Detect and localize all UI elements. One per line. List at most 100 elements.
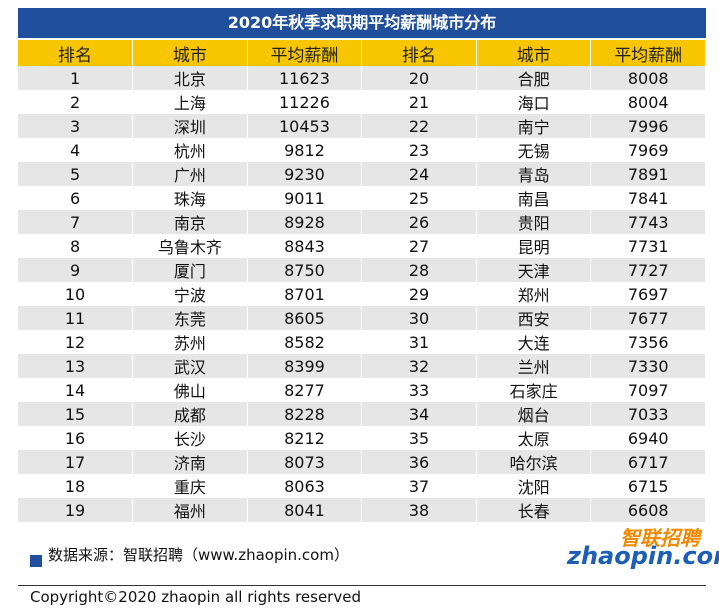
table-row: 13 武汉 8399 32 兰州 7330 — [18, 354, 706, 378]
cell: 成都 — [132, 402, 248, 426]
table-row: 6 珠海 9011 25 南昌 7841 — [18, 186, 706, 210]
cell: 29 — [361, 282, 477, 306]
cell: 8 — [18, 234, 134, 258]
cell: 大连 — [476, 330, 592, 354]
cell: 西安 — [476, 306, 592, 330]
cell: 25 — [361, 186, 477, 210]
cell: 8399 — [247, 354, 363, 378]
cell: 9230 — [247, 162, 363, 186]
source-wrap: 数据来源：智联招聘（www.zhaopin.com） — [30, 544, 349, 565]
cell: 海口 — [476, 90, 592, 114]
cell: 北京 — [132, 66, 248, 90]
cell: 7731 — [590, 234, 706, 258]
header-cell: 排名 — [361, 40, 477, 66]
cell: 26 — [361, 210, 477, 234]
cell: 30 — [361, 306, 477, 330]
cell: 苏州 — [132, 330, 248, 354]
cell: 28 — [361, 258, 477, 282]
cell: 33 — [361, 378, 477, 402]
title: 2020年秋季求职期平均薪酬城市分布 — [18, 8, 706, 38]
cell: 27 — [361, 234, 477, 258]
header-row: 排名 城市 平均薪酬 排名 城市 平均薪酬 — [18, 40, 706, 66]
table-row: 7 南京 8928 26 贵阳 7743 — [18, 210, 706, 234]
cell: 8582 — [247, 330, 363, 354]
cell: 7891 — [590, 162, 706, 186]
header-cell: 平均薪酬 — [247, 40, 363, 66]
cell: 8008 — [590, 66, 706, 90]
logo-cn: 智联招聘 — [620, 526, 700, 550]
cell: 石家庄 — [476, 378, 592, 402]
salary-table: 排名 城市 平均薪酬 排名 城市 平均薪酬 1 北京 11623 20 合肥 8008 2 上海 1122… — [18, 40, 706, 522]
cell: 广州 — [132, 162, 248, 186]
table-row: 16 长沙 8212 35 太原 6940 — [18, 426, 706, 450]
cell: 8212 — [247, 426, 363, 450]
cell: 8228 — [247, 402, 363, 426]
cell: 杭州 — [132, 138, 248, 162]
cell: 8701 — [247, 282, 363, 306]
cell: 济南 — [132, 450, 248, 474]
cell: 9812 — [247, 138, 363, 162]
cell: 7677 — [590, 306, 706, 330]
cell: 9011 — [247, 186, 363, 210]
cell: 7697 — [590, 282, 706, 306]
table-row: 8 乌鲁木齐 8843 27 昆明 7731 — [18, 234, 706, 258]
cell: 宁波 — [132, 282, 248, 306]
table-body: 1 北京 11623 20 合肥 8008 2 上海 11226 21 海口 8004 3 深圳 10453… — [18, 66, 706, 522]
cell: 深圳 — [132, 114, 248, 138]
cell: 烟台 — [476, 402, 592, 426]
table-row: 9 厦门 8750 28 天津 7727 — [18, 258, 706, 282]
table-row: 17 济南 8073 36 哈尔滨 6717 — [18, 450, 706, 474]
cell: 19 — [18, 498, 134, 522]
cell: 重庆 — [132, 474, 248, 498]
cell: 上海 — [132, 90, 248, 114]
cell: 武汉 — [132, 354, 248, 378]
cell: 32 — [361, 354, 477, 378]
cell: 6608 — [590, 498, 706, 522]
cell: 太原 — [476, 426, 592, 450]
cell: 福州 — [132, 498, 248, 522]
header-cell: 平均薪酬 — [590, 40, 706, 66]
cell: 12 — [18, 330, 134, 354]
cell: 17 — [18, 450, 134, 474]
cell: 7097 — [590, 378, 706, 402]
cell: 2 — [18, 90, 134, 114]
cell: 8041 — [247, 498, 363, 522]
cell: 3 — [18, 114, 134, 138]
table-row: 10 宁波 8701 29 郑州 7697 — [18, 282, 706, 306]
cell: 7330 — [590, 354, 706, 378]
cell: 6717 — [590, 450, 706, 474]
cell: 14 — [18, 378, 134, 402]
cell: 乌鲁木齐 — [132, 234, 248, 258]
cell: 13 — [18, 354, 134, 378]
cell: 青岛 — [476, 162, 592, 186]
table-row: 11 东莞 8605 30 西安 7677 — [18, 306, 706, 330]
cell: 南宁 — [476, 114, 592, 138]
cell: 37 — [361, 474, 477, 498]
cell: 18 — [18, 474, 134, 498]
header-cell: 城市 — [132, 40, 248, 66]
cell: 15 — [18, 402, 134, 426]
cell: 长春 — [476, 498, 592, 522]
cell: 南昌 — [476, 186, 592, 210]
cell: 10 — [18, 282, 134, 306]
table-row: 18 重庆 8063 37 沈阳 6715 — [18, 474, 706, 498]
cell: 6715 — [590, 474, 706, 498]
logo-en: zhaopin.com — [567, 542, 719, 570]
source: 数据来源：智联招聘（www.zhaopin.com） — [48, 546, 349, 564]
cell: 8277 — [247, 378, 363, 402]
cell: 沈阳 — [476, 474, 592, 498]
cell: 佛山 — [132, 378, 248, 402]
header-cell: 城市 — [476, 40, 592, 66]
cell: 6 — [18, 186, 134, 210]
cell: 9 — [18, 258, 134, 282]
cell: 7727 — [590, 258, 706, 282]
cell: 8004 — [590, 90, 706, 114]
cell: 11 — [18, 306, 134, 330]
cell: 22 — [361, 114, 477, 138]
table-row: 4 杭州 9812 23 无锡 7969 — [18, 138, 706, 162]
cell: 8843 — [247, 234, 363, 258]
cell: 南京 — [132, 210, 248, 234]
cell: 郑州 — [476, 282, 592, 306]
cell: 23 — [361, 138, 477, 162]
